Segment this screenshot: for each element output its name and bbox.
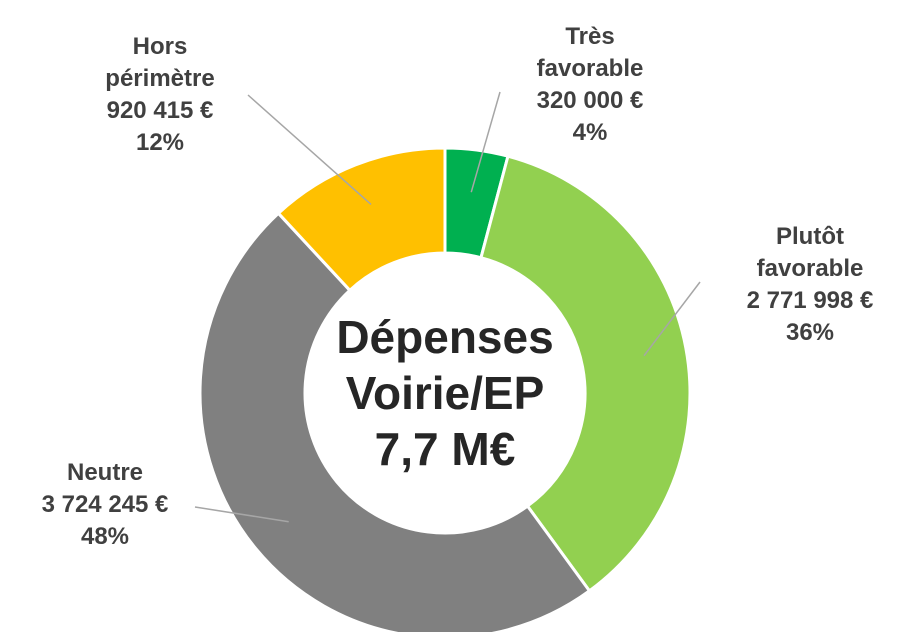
percent-label: 48% (80, 523, 130, 550)
percent-label: 36% (785, 319, 835, 346)
leader-line (643, 281, 701, 357)
center-line: Voirie/EP (345, 367, 545, 419)
value-label: 920 415 € (106, 97, 214, 124)
category-name: Très favorable (536, 23, 644, 82)
slice-label: Hors périmètre 920 415 € 12% (85, 31, 235, 159)
donut-slice (276, 146, 447, 293)
category-name: Neutre (66, 459, 144, 486)
percent-label: 4% (572, 119, 608, 146)
percent-label: 12% (135, 129, 185, 156)
center-label: Dépenses Voirie/EP 7,7 M€ (336, 309, 553, 477)
slice-label: Neutre 3 724 245 € 48% (30, 457, 180, 553)
slice-label: Très favorable 320 000 € 4% (515, 21, 665, 149)
center-line: 7,7 M€ (374, 423, 516, 475)
leader-line (247, 94, 372, 206)
slice-label: Plutôt favorable 2 771 998 € 36% (735, 221, 885, 349)
leader-line (194, 506, 289, 523)
value-label: 3 724 245 € (41, 491, 169, 518)
category-name: Hors périmètre (105, 33, 215, 92)
donut-slice (198, 211, 592, 632)
value-label: 320 000 € (536, 87, 644, 114)
center-line: Dépenses (336, 311, 554, 363)
value-label: 2 771 998 € (746, 287, 874, 314)
category-name: Plutôt favorable (756, 223, 864, 282)
donut-slice (479, 154, 692, 593)
leader-line (470, 91, 501, 193)
